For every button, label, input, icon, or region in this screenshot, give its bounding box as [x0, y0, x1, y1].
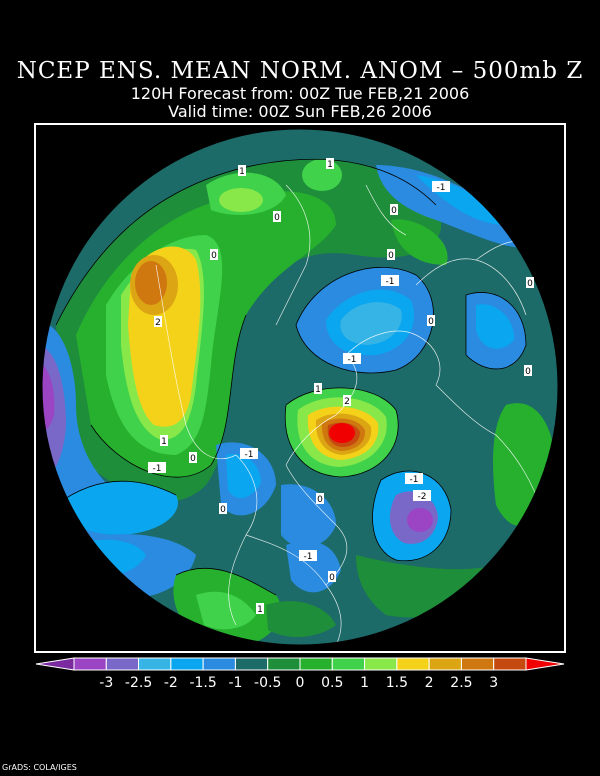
- contour-label: 2: [343, 395, 351, 407]
- legend-tick-label: 0: [296, 675, 305, 691]
- legend-tick-label: 3: [489, 675, 498, 691]
- credit-text: GrADS: COLA/IGES: [2, 763, 77, 772]
- legend-swatch: [331, 657, 366, 671]
- svg-text:1: 1: [161, 437, 167, 447]
- legend-swatch: [267, 657, 301, 671]
- svg-text:1: 1: [327, 160, 333, 170]
- contour-label: 2: [154, 316, 162, 328]
- legend-swatch: [170, 657, 204, 671]
- contour-label-layer: 1 1 -1 0 0 0 0 0 -1 2 0 -1 0 1 2 1 0 -1 …: [148, 158, 534, 615]
- contour-label: 0: [189, 452, 197, 464]
- contour-label: -1: [343, 353, 361, 365]
- svg-text:0: 0: [525, 367, 531, 377]
- legend-tick-label: -1: [228, 675, 242, 691]
- contour-label: 0: [427, 315, 435, 327]
- legend-swatch: [299, 657, 333, 671]
- contour-lines: [55, 158, 527, 596]
- contour-label: 0: [390, 204, 398, 216]
- svg-text:0: 0: [317, 495, 323, 505]
- svg-text:0: 0: [391, 206, 397, 216]
- legend-swatch: [428, 657, 462, 671]
- valid-time-subtitle: Valid time: 00Z Sun FEB,26 2006: [168, 102, 432, 121]
- svg-text:-1: -1: [437, 183, 446, 193]
- legend-swatch: [234, 657, 269, 671]
- svg-text:1: 1: [239, 167, 245, 177]
- legend-tick-label: -0.5: [254, 675, 281, 691]
- legend-swatch: [364, 657, 398, 671]
- map-title: NCEP ENS. MEAN NORM. ANOM – 500mb Z: [16, 58, 584, 84]
- legend-swatch: [73, 657, 107, 671]
- svg-text:-1: -1: [153, 464, 162, 474]
- contour-label: -1: [432, 181, 450, 193]
- legend-swatches: [35, 657, 565, 671]
- contour-label: 0: [328, 571, 336, 583]
- legend-tick-label: 0.5: [321, 675, 343, 691]
- contour-label: 0: [219, 503, 227, 515]
- color-legend: -3 -2.5 -2 -1.5 -1 -0.5 0 0.5 1 1.5 2 2.5 3: [35, 657, 565, 691]
- legend-swatch: [525, 657, 565, 671]
- contour-label: 0: [387, 249, 395, 261]
- legend-tick-label: 1: [360, 675, 369, 691]
- contour-label: 0: [210, 249, 218, 261]
- svg-text:0: 0: [527, 279, 533, 289]
- contour-label: -1: [148, 462, 166, 474]
- contour-label: -1: [405, 473, 423, 485]
- svg-text:2: 2: [344, 397, 350, 407]
- svg-text:-2: -2: [418, 492, 427, 502]
- legend-tick-label: 1.5: [386, 675, 408, 691]
- legend-swatch: [396, 657, 430, 671]
- contour-label: -1: [381, 275, 399, 287]
- contour-label: -2: [413, 490, 431, 502]
- legend-swatch: [105, 657, 140, 671]
- contour-label: 0: [273, 211, 281, 223]
- contour-label: 1: [326, 158, 334, 170]
- svg-text:0: 0: [274, 213, 280, 223]
- svg-text:-1: -1: [245, 450, 254, 460]
- svg-text:0: 0: [220, 505, 226, 515]
- legend-tick-label: -2.5: [125, 675, 152, 691]
- contour-label: 1: [314, 383, 322, 395]
- legend-swatch: [202, 657, 236, 671]
- legend-swatch: [138, 657, 172, 671]
- contour-label: 1: [256, 603, 264, 615]
- legend-tick-label: 2: [425, 675, 434, 691]
- svg-text:0: 0: [388, 251, 394, 261]
- legend-swatch: [493, 657, 527, 671]
- svg-text:1: 1: [315, 385, 321, 395]
- legend-tick-label: -2: [164, 675, 178, 691]
- legend-labels: -3 -2.5 -2 -1.5 -1 -0.5 0 0.5 1 1.5 2 2.5 3: [99, 675, 498, 691]
- contour-label: 0: [524, 365, 532, 377]
- legend-tick-label: 2.5: [450, 675, 472, 691]
- svg-text:-1: -1: [304, 552, 313, 562]
- contour-label: 1: [160, 435, 168, 447]
- polar-anomaly-map: 1 1 -1 0 0 0 0 0 -1 2 0 -1 0 1 2 1 0 -1 …: [41, 128, 559, 646]
- svg-text:0: 0: [428, 317, 434, 327]
- legend-tick-label: -1.5: [189, 675, 216, 691]
- contour-label: 0: [316, 493, 324, 505]
- svg-text:0: 0: [190, 454, 196, 464]
- svg-text:-1: -1: [386, 277, 395, 287]
- forecast-subtitle: 120H Forecast from: 00Z Tue FEB,21 2006: [130, 84, 470, 103]
- svg-text:-1: -1: [410, 475, 419, 485]
- svg-text:2: 2: [155, 318, 161, 328]
- contour-label: -1: [299, 550, 317, 562]
- contour-label: -1: [240, 448, 258, 460]
- legend-tick-label: -3: [99, 675, 113, 691]
- svg-text:1: 1: [257, 605, 263, 615]
- map-frame: [34, 123, 566, 653]
- svg-text:0: 0: [211, 251, 217, 261]
- contour-label: 0: [526, 277, 534, 289]
- svg-text:-1: -1: [348, 355, 357, 365]
- svg-text:0: 0: [329, 573, 335, 583]
- contour-label: 1: [238, 165, 246, 177]
- legend-swatch: [35, 657, 75, 671]
- legend-swatch: [460, 657, 495, 671]
